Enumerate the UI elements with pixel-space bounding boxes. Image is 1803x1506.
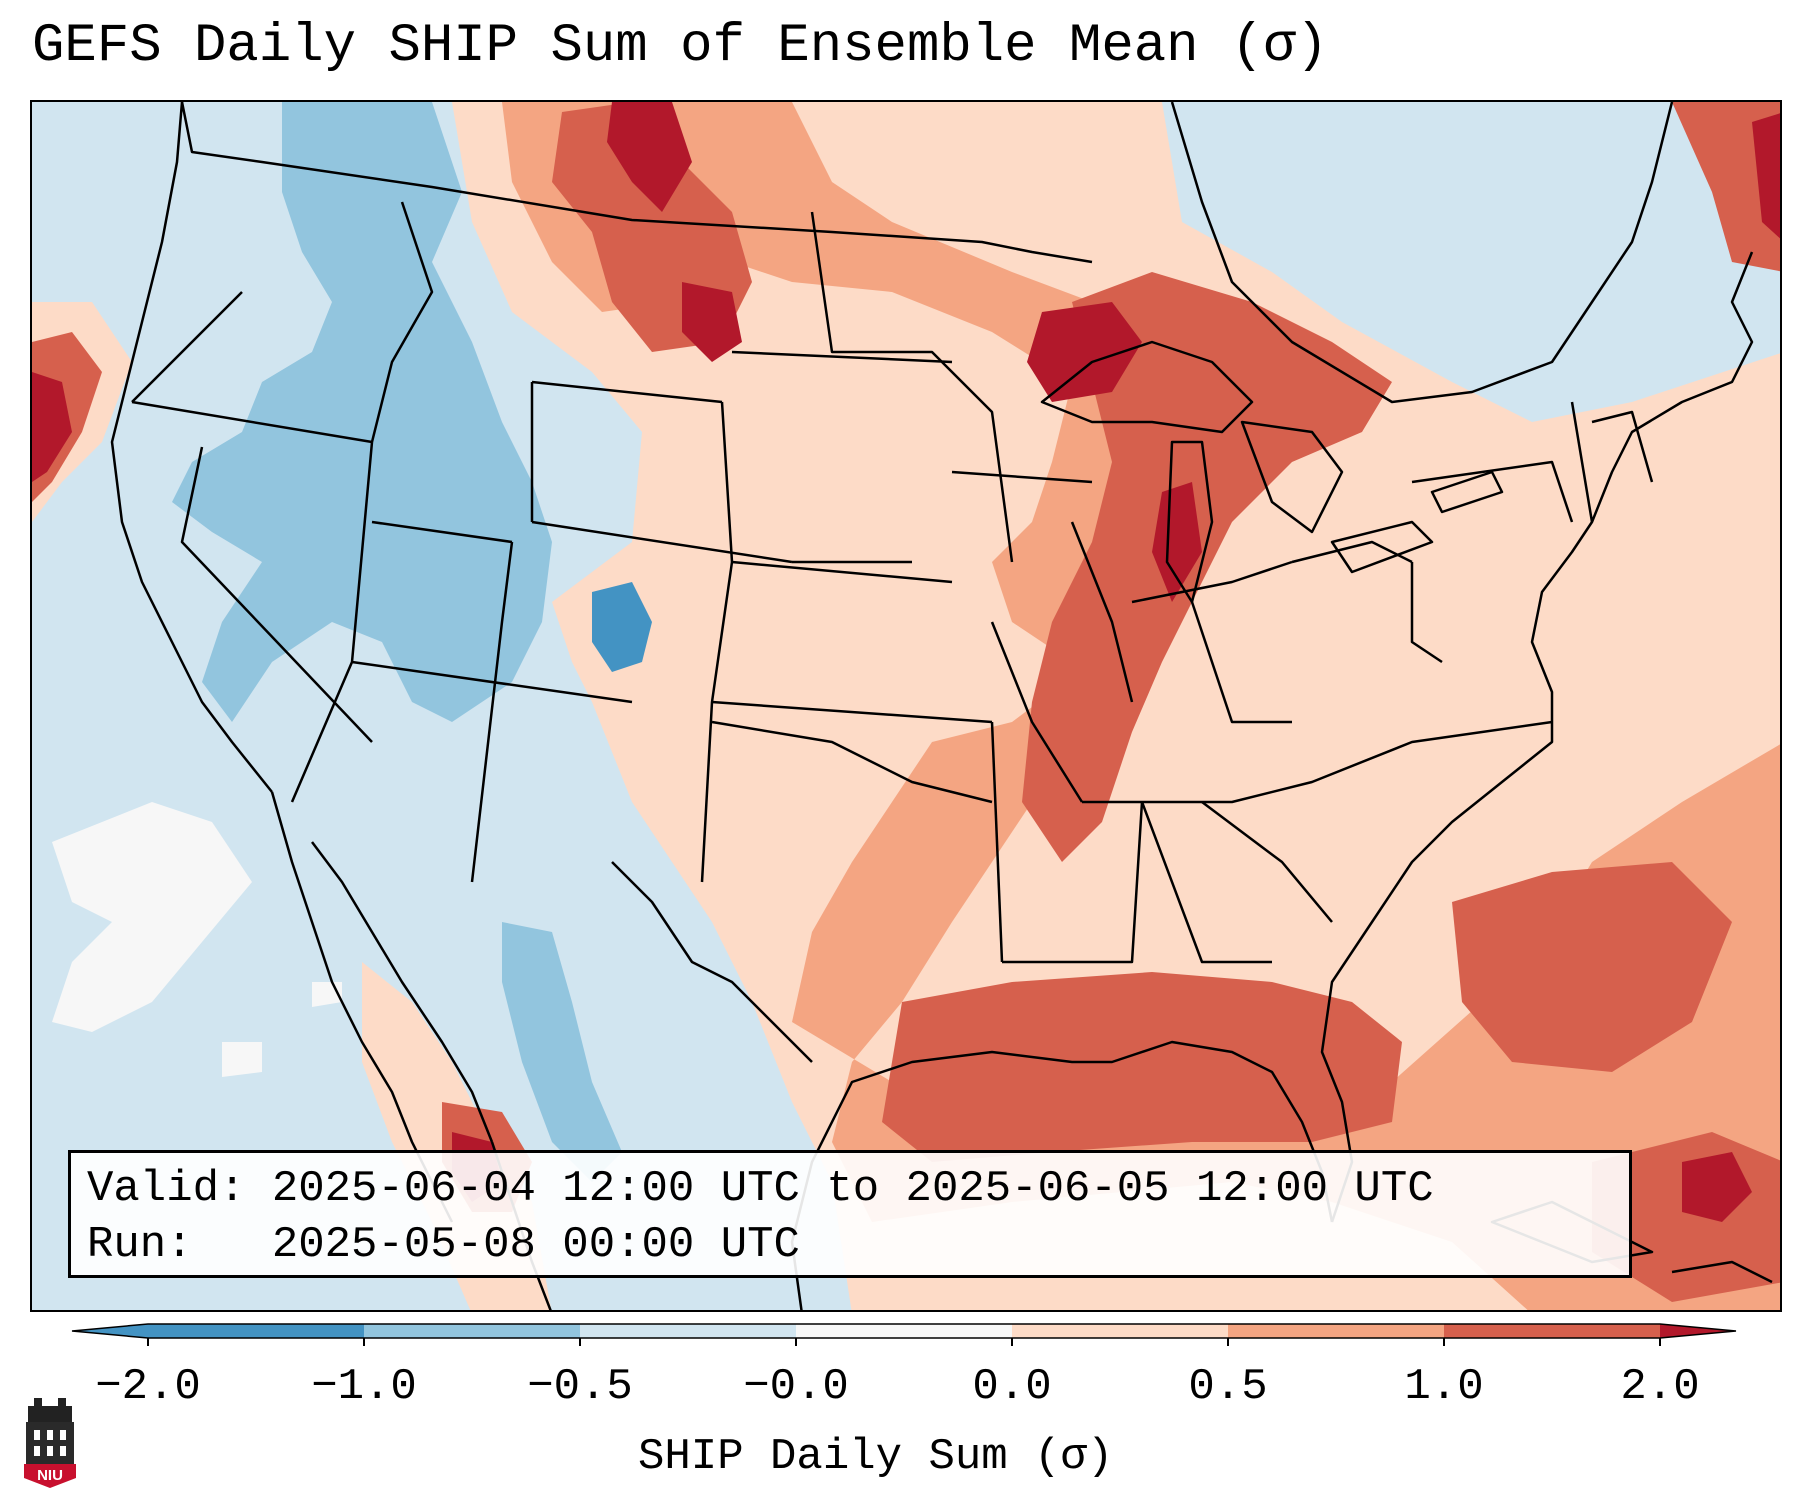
colorbar-tick-label: 0.5: [1188, 1362, 1268, 1412]
field-positive-strong-gulf: [882, 972, 1402, 1162]
field-neutral-pacific: [52, 802, 342, 1077]
colorbar-segment: [796, 1324, 1012, 1338]
colorbar-label: SHIP Daily Sum (σ): [638, 1432, 1114, 1482]
colorbar-tick-label: 0.0: [972, 1362, 1052, 1412]
colorbar-segment: [364, 1324, 580, 1338]
run-time: 2025-05-08 00:00 UTC: [271, 1220, 800, 1270]
boundary-lines: [110, 102, 1773, 1310]
run-label: Run:: [87, 1220, 193, 1270]
map-panel: [30, 100, 1782, 1312]
colorbar: [71, 1323, 1737, 1346]
map-title: GEFS Daily SHIP Sum of Ensemble Mean (σ): [32, 16, 1329, 77]
field-max-caribbean: [1682, 1152, 1752, 1222]
colorbar-segment: [1228, 1324, 1444, 1338]
colorbar-extend-max: [1660, 1324, 1736, 1338]
colorbar-segment: [580, 1324, 796, 1338]
colorbar-tick-label: −0.0: [743, 1362, 849, 1412]
colorbar-segment: [148, 1324, 364, 1338]
colorbar-segment: [1012, 1324, 1228, 1338]
valid-run-info-box: Valid: 2025-06-04 12:00 UTC to 2025-06-0…: [68, 1150, 1632, 1278]
field-max-north: [607, 102, 742, 362]
colorbar-tick-label: −2.0: [95, 1362, 201, 1412]
field-positive-strong-lakes: [1022, 272, 1392, 862]
field-max-ne: [1752, 113, 1780, 239]
colorbar-tick-label: −1.0: [311, 1362, 417, 1412]
field-negative-west: [172, 102, 552, 722]
field-positive-strong-atlantic: [1452, 862, 1732, 1072]
colorbar-tick-label: −0.5: [527, 1362, 633, 1412]
colorbar-tick-label: 1.0: [1404, 1362, 1484, 1412]
valid-label: Valid:: [87, 1164, 246, 1214]
logo-text: NIU: [37, 1467, 63, 1484]
field-negative-colorado: [592, 582, 652, 672]
colorbar-tick-label: 2.0: [1620, 1362, 1700, 1412]
field-negative-mexico: [502, 922, 622, 1182]
field-max-lakes: [1027, 302, 1202, 602]
field-max-pacific: [32, 372, 72, 482]
map-canvas: [32, 102, 1780, 1310]
colorbar-extend-min: [72, 1324, 148, 1338]
field-positive-strong-ne: [1672, 102, 1780, 272]
field-positive-medium: [502, 102, 1780, 1310]
niu-logo: NIU: [24, 1398, 76, 1488]
valid-time-range: 2025-06-04 12:00 UTC to 2025-06-05 12:00…: [271, 1164, 1434, 1214]
colorbar-segment: [1444, 1324, 1660, 1338]
